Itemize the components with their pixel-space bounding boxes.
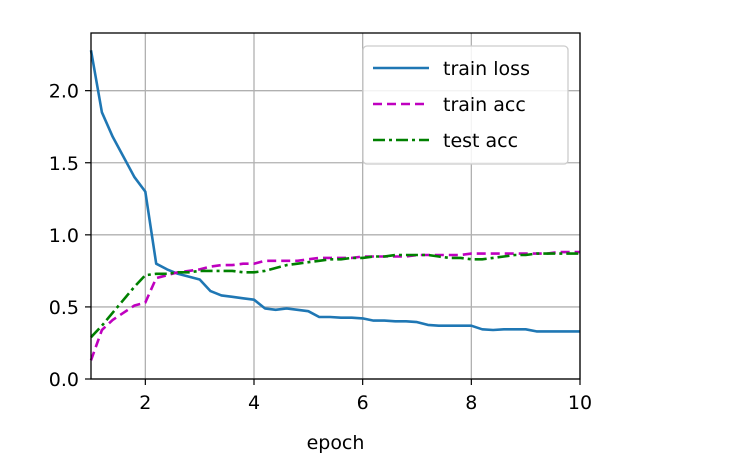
x-tick-label: 6 — [357, 392, 369, 414]
legend-label: train loss — [443, 58, 530, 80]
legend-label: train acc — [443, 94, 526, 116]
plot-frame — [90, 32, 581, 380]
y-tick-label: 1.5 — [49, 153, 79, 175]
x-axis-label: epoch — [307, 432, 365, 454]
axes-frame — [90, 32, 581, 380]
x-tick-label: 4 — [248, 392, 260, 414]
x-tick-label: 8 — [465, 392, 477, 414]
y-tick-label: 0.0 — [49, 369, 79, 391]
test-acc-line — [90, 252, 580, 339]
y-tick-label: 1.0 — [49, 225, 79, 247]
y-tick-label: 0.5 — [49, 297, 79, 319]
legend-label: test acc — [443, 130, 518, 152]
x-tick-label: 2 — [139, 392, 151, 414]
series-lines — [89, 50, 580, 361]
legend-box — [362, 45, 569, 165]
train-loss-line — [89, 50, 580, 333]
axis-ticks: 2 4 6 8 10 0.0 0.5 1.0 1.5 2.0 — [49, 81, 592, 414]
y-tick-label: 2.0 — [49, 81, 79, 103]
x-tick-label: 10 — [568, 392, 592, 414]
legend: train loss train acc test acc — [362, 45, 569, 165]
